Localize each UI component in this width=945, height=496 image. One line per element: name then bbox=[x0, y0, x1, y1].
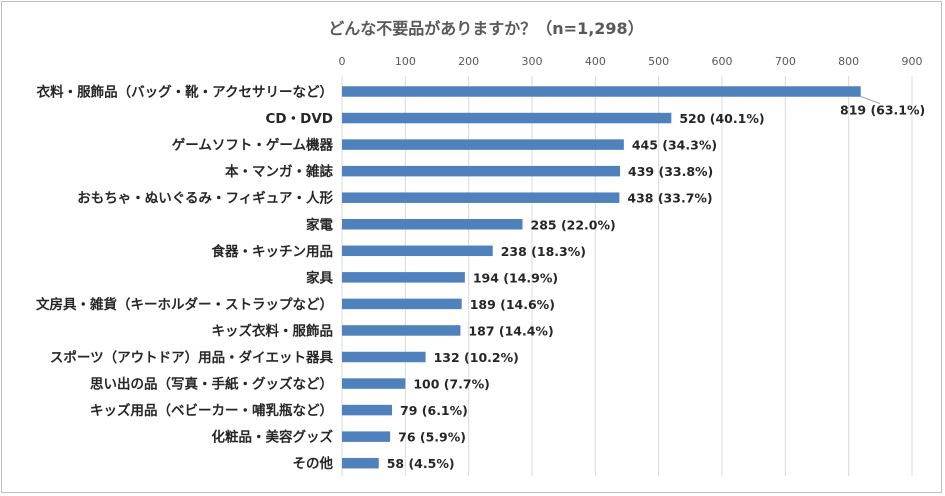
bars bbox=[342, 86, 861, 469]
data-label: 194 (14.9%) bbox=[473, 270, 558, 285]
category-label: 家電 bbox=[306, 216, 333, 233]
category-label: 家具 bbox=[306, 269, 333, 286]
x-tick-label: 900 bbox=[902, 55, 923, 68]
x-tick-label: 700 bbox=[775, 55, 796, 68]
x-tick-label: 200 bbox=[458, 55, 479, 68]
bar bbox=[342, 192, 620, 203]
bar bbox=[342, 165, 621, 177]
category-label: ゲームソフト・ゲーム機器 bbox=[172, 137, 334, 154]
bar bbox=[342, 298, 462, 310]
x-tick-label: 0 bbox=[339, 55, 346, 68]
x-tick-label: 300 bbox=[522, 55, 543, 68]
data-label: 238 (18.3%) bbox=[501, 244, 586, 259]
data-label: 100 (7.7%) bbox=[413, 377, 490, 392]
category-label: キッズ衣料・服飾品 bbox=[212, 322, 334, 339]
chart-title: どんな不要品がありますか？（n=1,298） bbox=[328, 19, 643, 38]
data-label: 819 (63.1%) bbox=[840, 103, 925, 118]
data-label: 438 (33.7%) bbox=[627, 191, 712, 206]
x-tick-label: 400 bbox=[585, 55, 606, 68]
category-label: 食器・キッチン用品 bbox=[212, 243, 334, 260]
x-axis-ticks: 0 100 200 300 400 500 600 700 800 900 bbox=[339, 55, 923, 68]
data-label: 189 (14.6%) bbox=[470, 297, 555, 312]
data-label: 285 (22.0%) bbox=[531, 217, 616, 232]
bar bbox=[342, 245, 493, 257]
data-label: 76 (5.9%) bbox=[398, 430, 466, 445]
bar bbox=[342, 378, 406, 389]
leader-line bbox=[860, 96, 881, 104]
data-label: 79 (6.1%) bbox=[400, 403, 468, 418]
x-tick-label: 100 bbox=[395, 55, 416, 68]
data-label: 132 (10.2%) bbox=[434, 350, 519, 365]
category-label: 化粧品・美容グッズ bbox=[212, 429, 334, 446]
bar bbox=[342, 457, 379, 469]
category-label: スポーツ（アウトドア）用品・ダイエット器具 bbox=[50, 349, 334, 366]
category-label: おもちゃ・ぬいぐるみ・フィギュア・人形 bbox=[77, 191, 333, 207]
category-label: 本・マンガ・雑誌 bbox=[225, 163, 333, 180]
bar bbox=[342, 325, 461, 336]
category-label: キッズ用品（ベビーカー・哺乳瓶など） bbox=[90, 402, 333, 419]
bar bbox=[342, 139, 624, 150]
data-label: 520 (40.1%) bbox=[679, 111, 764, 126]
bar bbox=[342, 219, 523, 230]
data-label: 58 (4.5%) bbox=[387, 456, 455, 471]
bar bbox=[342, 112, 672, 124]
data-label: 439 (33.8%) bbox=[628, 164, 713, 179]
category-label: CD・DVD bbox=[266, 111, 333, 127]
bar bbox=[342, 431, 391, 442]
data-label: 187 (14.4%) bbox=[468, 323, 553, 338]
x-tick-label: 600 bbox=[712, 55, 733, 68]
category-label: 文房具・雑貨（キーホルダー・ストラップなど） bbox=[36, 296, 333, 313]
category-label: その他 bbox=[293, 455, 334, 472]
bar bbox=[342, 86, 861, 97]
bar bbox=[342, 351, 426, 363]
data-label: 445 (34.3%) bbox=[632, 138, 717, 153]
leader-lines bbox=[860, 96, 881, 104]
category-label: 思い出の品（写真・手紙・グッズなど） bbox=[90, 376, 333, 393]
category-label: 衣料・服飾品（バッグ・靴・アクセサリーなど） bbox=[37, 84, 333, 101]
bar bbox=[342, 404, 393, 416]
x-tick-label: 500 bbox=[648, 55, 669, 68]
x-tick-label: 800 bbox=[838, 55, 859, 68]
bar bbox=[342, 272, 465, 283]
category-labels: 衣料・服飾品（バッグ・靴・アクセサリーなど） CD・DVD ゲームソフト・ゲーム機器… bbox=[36, 84, 333, 473]
data-labels: 819 (63.1%) 520 (40.1%) 445 (34.3%) 439 (33… bbox=[387, 103, 926, 472]
